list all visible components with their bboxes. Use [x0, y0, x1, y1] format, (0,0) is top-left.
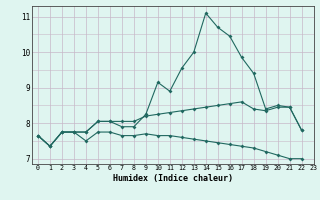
- X-axis label: Humidex (Indice chaleur): Humidex (Indice chaleur): [113, 174, 233, 183]
